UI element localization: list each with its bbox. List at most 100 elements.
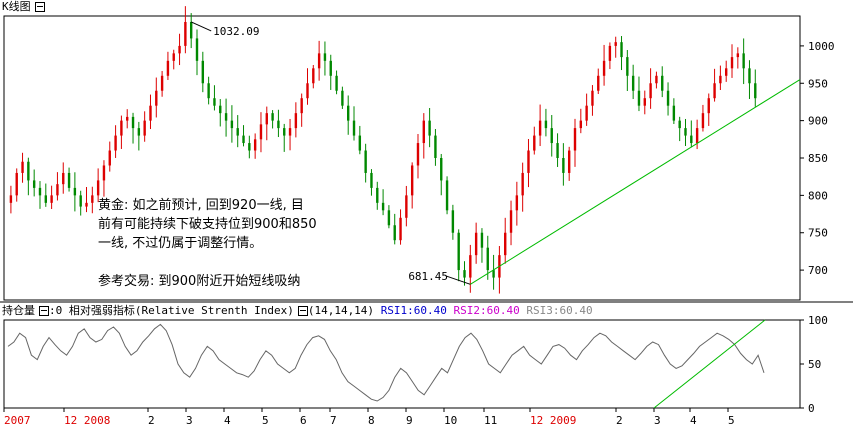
x-tick-label: 6	[300, 414, 307, 427]
candle-body	[108, 150, 111, 166]
candle-body	[73, 187, 77, 196]
candle-body	[556, 143, 559, 158]
candle-body	[637, 90, 641, 106]
candle-body	[469, 255, 472, 278]
price-y-tick-label: 950	[808, 77, 828, 90]
title-bar: K线图	[2, 0, 45, 14]
candle-body	[56, 184, 59, 196]
candle-body	[695, 128, 699, 144]
candles-group	[9, 6, 757, 294]
candle-body	[387, 210, 391, 226]
candle-body	[643, 98, 646, 106]
x-tick-label: 3	[186, 414, 193, 427]
candle-body	[434, 135, 437, 158]
candle-body	[306, 83, 309, 99]
candle-body	[701, 113, 705, 129]
candle-body	[736, 53, 740, 58]
candle-body	[91, 195, 94, 203]
x-tick-label: 12 2009	[530, 414, 576, 427]
chart-title: K线图	[2, 0, 31, 13]
price-trendline	[470, 79, 801, 285]
x-tick-label: 2	[616, 414, 623, 427]
candle-body	[341, 90, 344, 106]
x-tick-label: 12 2008	[64, 414, 110, 427]
candle-body	[50, 195, 53, 203]
price-y-tick-label: 800	[808, 189, 828, 202]
price-y-tick-label: 850	[808, 152, 828, 165]
candle-body	[347, 105, 350, 121]
candle-body	[178, 45, 181, 54]
candle-body	[626, 57, 629, 76]
candle-body	[283, 128, 286, 136]
indicator-name: 相对强弱指标(Relative Strenth Index)	[68, 304, 294, 317]
candle-body	[509, 210, 513, 233]
indicator-minimize-icon-2[interactable]	[297, 306, 308, 316]
candle-body	[352, 120, 356, 136]
candle-body	[27, 161, 30, 181]
candle-body	[707, 98, 710, 114]
candle-body	[312, 68, 315, 84]
candle-body	[713, 83, 716, 99]
candle-body	[9, 195, 13, 203]
candle-body	[614, 42, 617, 46]
x-tick-label: 3	[654, 414, 661, 427]
candle-body	[126, 116, 129, 121]
candle-body	[719, 75, 722, 84]
candle-body	[329, 60, 332, 76]
candle-body	[265, 113, 268, 125]
minimize-icon[interactable]	[34, 2, 45, 12]
candle-body	[730, 57, 734, 69]
candle-body	[725, 68, 728, 76]
candle-body	[463, 270, 466, 278]
high-leader-line	[190, 21, 212, 32]
candle-body	[579, 120, 583, 129]
candle-body	[166, 60, 170, 76]
candle-body	[131, 116, 135, 129]
price-plot-frame	[3, 15, 801, 301]
candle-body	[538, 120, 542, 136]
x-tick-label: 4	[690, 414, 697, 427]
candle-body	[294, 113, 298, 129]
candle-body	[492, 270, 495, 278]
annotation-line2: 前有可能持续下破支持位到900和850	[98, 217, 317, 232]
candle-body	[32, 180, 36, 188]
candle-body	[248, 143, 251, 151]
indicator-minimize-icon[interactable]	[39, 306, 49, 316]
candle-body	[661, 75, 664, 91]
candle-body	[102, 165, 106, 181]
candle-body	[335, 75, 338, 91]
price-y-tick-label: 750	[808, 227, 828, 240]
candle-body	[259, 124, 263, 140]
price-y-tick-label: 700	[808, 264, 828, 277]
candle-body	[207, 83, 210, 99]
candle-body	[224, 113, 228, 121]
candle-body	[399, 217, 402, 241]
indicator-left-label: 持仓量	[2, 304, 35, 317]
rsi3-value: RSI3:60.40	[526, 304, 593, 317]
indicator-params: (14,14,14)	[307, 304, 375, 317]
x-tick-label: 2	[148, 414, 155, 427]
candle-body	[242, 135, 245, 144]
rsi-line	[7, 323, 765, 402]
rsi2-value: RSI2:60.40	[453, 304, 520, 317]
candle-body	[160, 75, 164, 91]
rsi-y-tick-label: 50	[808, 358, 821, 371]
candle-body	[85, 202, 88, 207]
candle-body	[451, 210, 455, 233]
x-tick-label: 7	[330, 414, 337, 427]
candle-body	[120, 120, 123, 136]
price-y-tick-label: 900	[808, 115, 828, 128]
candle-body	[288, 128, 292, 136]
candle-body	[219, 105, 222, 114]
candle-body	[550, 128, 553, 144]
candle-body	[271, 113, 274, 121]
annotation-line3: 一线, 不过仍属于调整行情。	[98, 236, 263, 251]
indicator-bar: 持仓量:0 相对强弱指标(Relative Strenth Index) (14,…	[2, 304, 593, 318]
candle-body	[358, 135, 362, 151]
rsi-plot-frame	[3, 319, 801, 409]
candle-body	[323, 53, 327, 61]
candle-body	[230, 120, 234, 129]
candle-body	[381, 202, 385, 211]
candle-body	[137, 128, 141, 136]
